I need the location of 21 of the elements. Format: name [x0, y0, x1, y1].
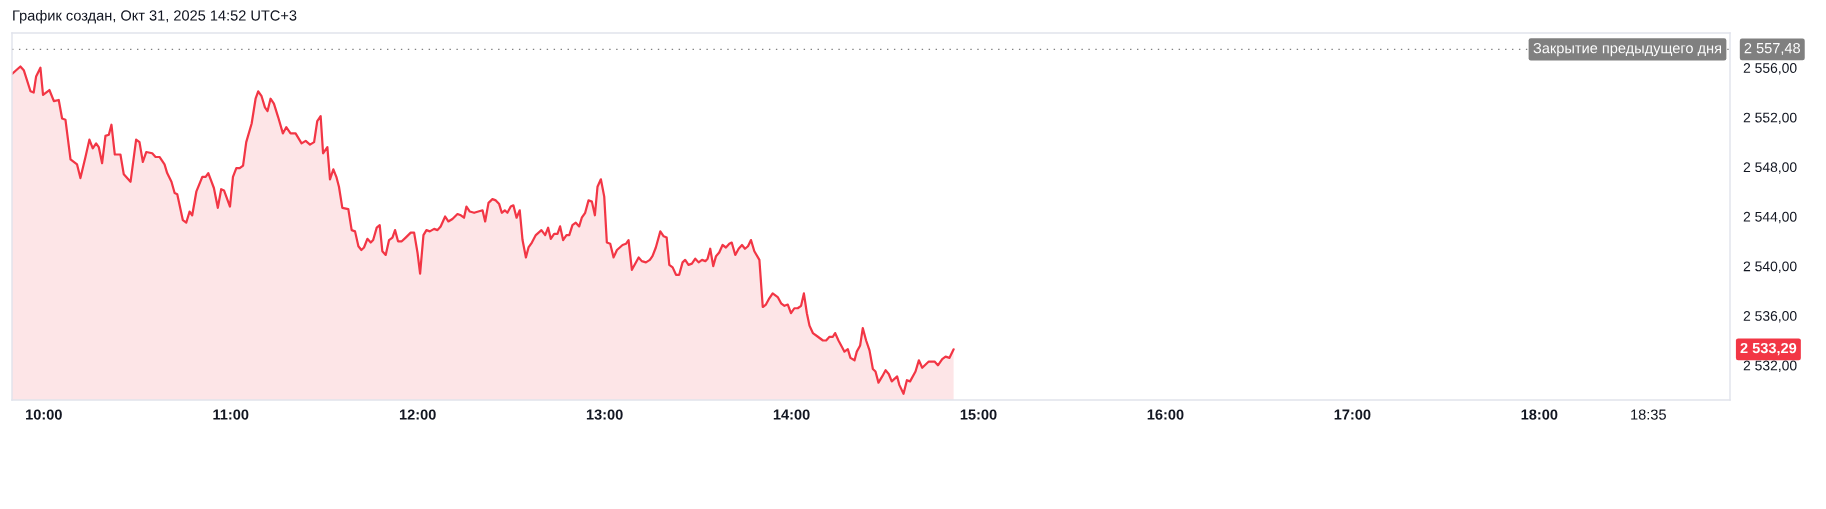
ref-line-label: Закрытие предыдущего дня	[1533, 42, 1721, 57]
x-tick-label: 18:35	[1631, 409, 1666, 420]
y-tick-label: 2 548,00	[1743, 162, 1797, 174]
x-tick-label: 11:00	[213, 409, 249, 420]
x-tick-label: 13:00	[586, 409, 623, 420]
y-tick-label: 2 540,00	[1743, 261, 1797, 273]
x-tick-label: 17:00	[1334, 409, 1371, 420]
x-tick-label: 12:00	[399, 409, 436, 420]
x-tick-label: 10:00	[26, 409, 62, 420]
y-tick-label: 2 532,00	[1743, 360, 1797, 373]
x-tick-label: 16:00	[1147, 409, 1184, 420]
annotation: 2 557,48	[1744, 42, 1801, 55]
chart-title: График создан, Окт 31, 2025 14:52 UTC+3	[13, 9, 297, 24]
y-tick-label: 2 556,00	[1743, 63, 1797, 75]
text: 2 533,29	[1740, 342, 1797, 356]
y-tick-label: 2 536,00	[1743, 311, 1797, 323]
y-tick-label: 2 544,00	[1743, 211, 1797, 224]
x-tick-label: 15:00	[960, 409, 997, 420]
x-tick-label: 18:00	[1521, 409, 1558, 420]
y-tick-label: 2 552,00	[1743, 112, 1797, 125]
x-tick-label: 14:00	[773, 409, 810, 420]
